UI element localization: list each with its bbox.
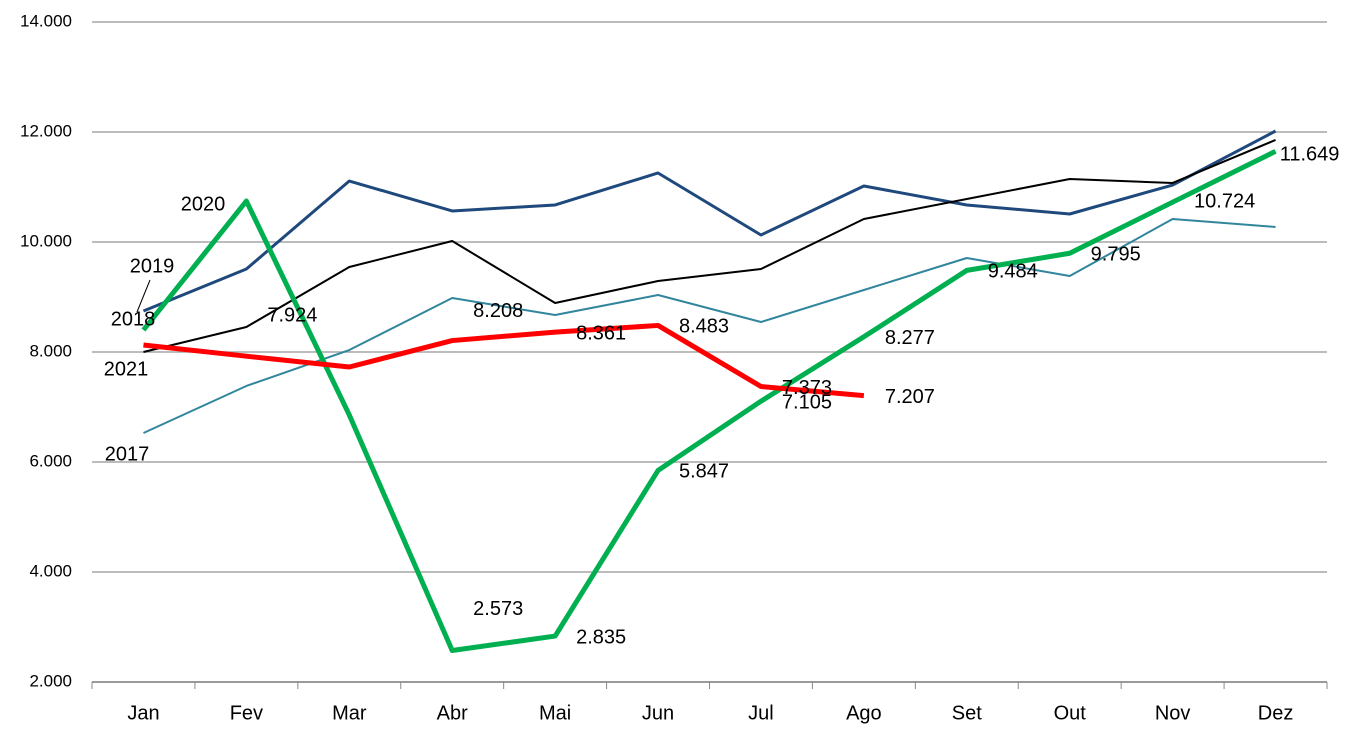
y-tick-label: 6.000	[29, 451, 72, 470]
x-tick-label: Jun	[642, 702, 674, 724]
x-tick-label: Ago	[846, 702, 882, 724]
data-label: 9.795	[1091, 244, 1141, 266]
data-label: 5.847	[679, 461, 729, 483]
series-label: 2017	[105, 443, 150, 465]
x-tick-label: Jul	[748, 702, 774, 724]
data-label: 8.361	[576, 322, 626, 344]
data-label: 7.924	[267, 304, 317, 326]
data-label: 10.724	[1194, 190, 1255, 212]
data-label: 2.835	[576, 626, 626, 648]
series-label: 2020	[181, 193, 226, 215]
y-tick-label: 4.000	[29, 561, 72, 580]
x-tick-label: Out	[1054, 702, 1087, 724]
series-label: 2021	[104, 358, 149, 380]
y-tick-label: 10.000	[20, 231, 72, 250]
y-tick-label: 8.000	[29, 341, 72, 360]
series-line	[143, 218, 1276, 434]
data-label: 8.277	[885, 327, 935, 349]
data-label: 11.649	[1280, 144, 1340, 166]
x-tick-label: Set	[952, 702, 982, 724]
data-label: 7.105	[782, 392, 832, 414]
series-line	[142, 129, 1277, 313]
data-label: 2.573	[473, 598, 523, 620]
series-label: 2018	[111, 308, 156, 330]
series-line	[141, 149, 1277, 653]
data-label: 9.484	[988, 261, 1038, 283]
series-label: 2019	[130, 255, 175, 277]
x-tick-label: Fev	[230, 702, 263, 724]
series-line	[143, 322, 865, 399]
x-tick-label: Jan	[127, 702, 159, 724]
x-tick-label: Abr	[437, 702, 468, 724]
data-label: 8.483	[679, 316, 729, 338]
data-label: 8.208	[473, 300, 523, 322]
y-tick-label: 2.000	[29, 671, 72, 690]
data-label: 7.207	[885, 386, 935, 408]
y-tick-label: 14.000	[20, 11, 72, 30]
y-tick-label: 12.000	[20, 121, 72, 140]
series-line	[143, 139, 1276, 353]
x-tick-label: Mai	[539, 702, 571, 724]
x-tick-label: Mar	[332, 702, 367, 724]
x-tick-label: Nov	[1155, 702, 1191, 724]
data-label: 7.373	[782, 377, 832, 399]
leader-line	[136, 279, 151, 313]
x-tick-label: Dez	[1258, 702, 1294, 724]
